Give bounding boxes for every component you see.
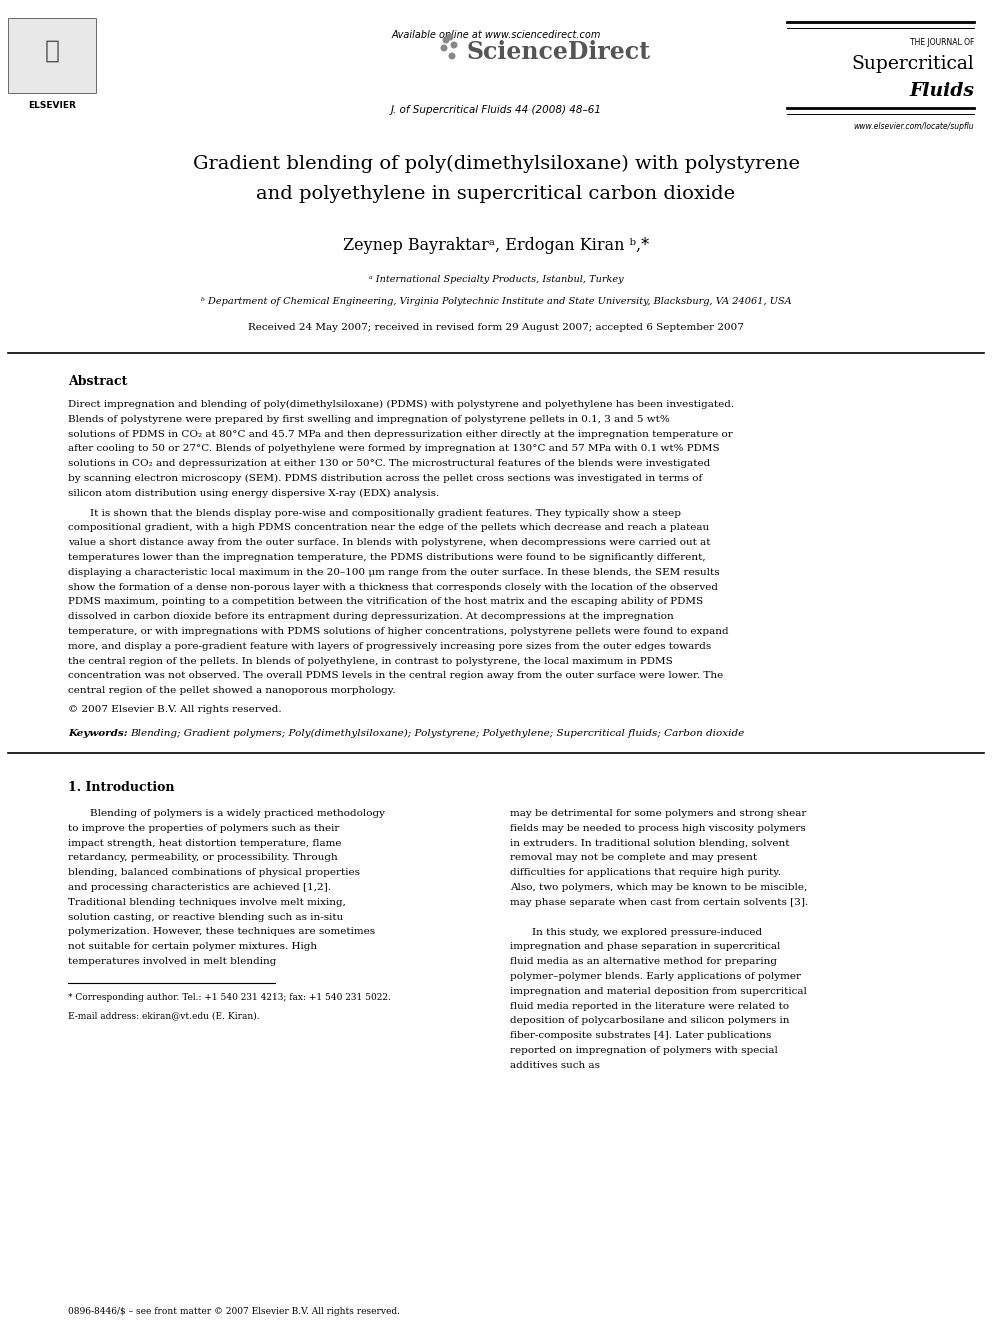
Text: compositional gradient, with a high PDMS concentration near the edge of the pell: compositional gradient, with a high PDMS… xyxy=(68,524,709,532)
Text: not suitable for certain polymer mixtures. High: not suitable for certain polymer mixture… xyxy=(68,942,317,951)
Text: fiber-composite substrates [4]. Later publications: fiber-composite substrates [4]. Later pu… xyxy=(510,1031,772,1040)
Circle shape xyxy=(447,34,452,40)
Text: PDMS maximum, pointing to a competition between the vitrification of the host ma: PDMS maximum, pointing to a competition … xyxy=(68,598,703,606)
Text: It is shown that the blends display pore-wise and compositionally gradient featu: It is shown that the blends display pore… xyxy=(90,508,681,517)
Text: * Corresponding author. Tel.: +1 540 231 4213; fax: +1 540 231 5022.: * Corresponding author. Tel.: +1 540 231… xyxy=(68,994,391,1002)
Text: impregnation and material deposition from supercritical: impregnation and material deposition fro… xyxy=(510,987,806,996)
Text: In this study, we explored pressure-induced: In this study, we explored pressure-indu… xyxy=(532,927,762,937)
Text: in extruders. In traditional solution blending, solvent: in extruders. In traditional solution bl… xyxy=(510,839,790,848)
Text: deposition of polycarbosilane and silicon polymers in: deposition of polycarbosilane and silico… xyxy=(510,1016,790,1025)
Text: temperature, or with impregnations with PDMS solutions of higher concentrations,: temperature, or with impregnations with … xyxy=(68,627,729,636)
Text: solution casting, or reactive blending such as in-situ: solution casting, or reactive blending s… xyxy=(68,913,343,922)
Text: 1. Introduction: 1. Introduction xyxy=(68,781,175,794)
Text: and processing characteristics are achieved [1,2].: and processing characteristics are achie… xyxy=(68,882,331,892)
Text: retardancy, permeability, or processibility. Through: retardancy, permeability, or processibil… xyxy=(68,853,337,863)
Text: ScienceDirect: ScienceDirect xyxy=(466,40,650,64)
Text: value a short distance away from the outer surface. In blends with polystyrene, : value a short distance away from the out… xyxy=(68,538,710,548)
Text: temperatures involved in melt blending: temperatures involved in melt blending xyxy=(68,957,277,966)
Text: Fluids: Fluids xyxy=(909,82,974,101)
Text: difficulties for applications that require high purity.: difficulties for applications that requi… xyxy=(510,868,781,877)
Text: J. of Supercritical Fluids 44 (2008) 48–61: J. of Supercritical Fluids 44 (2008) 48–… xyxy=(391,105,601,115)
Text: concentration was not observed. The overall PDMS levels in the central region aw: concentration was not observed. The over… xyxy=(68,671,723,680)
Text: ELSEVIER: ELSEVIER xyxy=(28,101,76,110)
Text: 0896-8446/$ – see front matter © 2007 Elsevier B.V. All rights reserved.: 0896-8446/$ – see front matter © 2007 El… xyxy=(68,1307,400,1316)
Text: and polyethylene in supercritical carbon dioxide: and polyethylene in supercritical carbon… xyxy=(257,185,735,202)
Text: Abstract: Abstract xyxy=(68,374,127,388)
Text: fields may be needed to process high viscosity polymers: fields may be needed to process high vis… xyxy=(510,824,806,832)
Text: may be detrimental for some polymers and strong shear: may be detrimental for some polymers and… xyxy=(510,808,806,818)
Text: Received 24 May 2007; received in revised form 29 August 2007; accepted 6 Septem: Received 24 May 2007; received in revise… xyxy=(248,323,744,332)
Text: reported on impregnation of polymers with special: reported on impregnation of polymers wit… xyxy=(510,1046,778,1054)
Text: E-mail address: ekiran@vt.edu (E. Kiran).: E-mail address: ekiran@vt.edu (E. Kiran)… xyxy=(68,1011,260,1020)
Text: more, and display a pore-gradient feature with layers of progressively increasin: more, and display a pore-gradient featur… xyxy=(68,642,711,651)
Text: by scanning electron microscopy (SEM). PDMS distribution across the pellet cross: by scanning electron microscopy (SEM). P… xyxy=(68,474,702,483)
Text: polymerization. However, these techniques are sometimes: polymerization. However, these technique… xyxy=(68,927,375,937)
Text: Blending; Gradient polymers; Poly(dimethylsiloxane); Polystyrene; Polyethylene; : Blending; Gradient polymers; Poly(dimeth… xyxy=(130,729,744,738)
Text: Blending of polymers is a widely practiced methodology: Blending of polymers is a widely practic… xyxy=(90,808,385,818)
Text: Zeynep Bayraktarᵃ, Erdogan Kiran ᵇ,*: Zeynep Bayraktarᵃ, Erdogan Kiran ᵇ,* xyxy=(343,237,649,254)
Text: 🌳: 🌳 xyxy=(45,38,60,62)
Text: Gradient blending of poly(dimethylsiloxane) with polystyrene: Gradient blending of poly(dimethylsiloxa… xyxy=(192,155,800,173)
Text: impregnation and phase separation in supercritical: impregnation and phase separation in sup… xyxy=(510,942,781,951)
Text: ᵃ International Specialty Products, Istanbul, Turkey: ᵃ International Specialty Products, Ista… xyxy=(369,275,623,284)
Text: polymer–polymer blends. Early applications of polymer: polymer–polymer blends. Early applicatio… xyxy=(510,972,801,980)
Text: to improve the properties of polymers such as their: to improve the properties of polymers su… xyxy=(68,824,339,832)
Text: blending, balanced combinations of physical properties: blending, balanced combinations of physi… xyxy=(68,868,360,877)
Text: www.elsevier.com/locate/supflu: www.elsevier.com/locate/supflu xyxy=(853,122,974,131)
Circle shape xyxy=(441,45,446,50)
Text: solutions in CO₂ and depressurization at either 130 or 50°C. The microstructural: solutions in CO₂ and depressurization at… xyxy=(68,459,710,468)
Text: show the formation of a dense non-porous layer with a thickness that corresponds: show the formation of a dense non-porous… xyxy=(68,582,718,591)
Text: fluid media reported in the literature were related to: fluid media reported in the literature w… xyxy=(510,1002,789,1011)
Text: central region of the pellet showed a nanoporous morphology.: central region of the pellet showed a na… xyxy=(68,687,396,695)
Text: displaying a characteristic local maximum in the 20–100 μm range from the outer : displaying a characteristic local maximu… xyxy=(68,568,719,577)
Text: dissolved in carbon dioxide before its entrapment during depressurization. At de: dissolved in carbon dioxide before its e… xyxy=(68,613,674,622)
Text: impact strength, heat distortion temperature, flame: impact strength, heat distortion tempera… xyxy=(68,839,341,848)
Circle shape xyxy=(449,53,454,58)
Text: THE JOURNAL OF: THE JOURNAL OF xyxy=(910,38,974,48)
Text: Keywords:: Keywords: xyxy=(68,729,128,738)
Text: fluid media as an alternative method for preparing: fluid media as an alternative method for… xyxy=(510,958,777,966)
Text: Traditional blending techniques involve melt mixing,: Traditional blending techniques involve … xyxy=(68,898,346,906)
Text: temperatures lower than the impregnation temperature, the PDMS distributions wer: temperatures lower than the impregnation… xyxy=(68,553,705,562)
Text: Supercritical: Supercritical xyxy=(851,56,974,73)
Text: may phase separate when cast from certain solvents [3].: may phase separate when cast from certai… xyxy=(510,898,808,906)
Text: Direct impregnation and blending of poly(dimethylsiloxane) (PDMS) with polystyre: Direct impregnation and blending of poly… xyxy=(68,400,734,409)
Text: ᵇ Department of Chemical Engineering, Virginia Polytechnic Institute and State U: ᵇ Department of Chemical Engineering, Vi… xyxy=(200,296,792,306)
Bar xyxy=(8,19,96,93)
Text: after cooling to 50 or 27°C. Blends of polyethylene were formed by impregnation : after cooling to 50 or 27°C. Blends of p… xyxy=(68,445,719,454)
Text: removal may not be complete and may present: removal may not be complete and may pres… xyxy=(510,853,757,863)
Circle shape xyxy=(443,37,448,42)
Text: Also, two polymers, which may be known to be miscible,: Also, two polymers, which may be known t… xyxy=(510,882,807,892)
Text: the central region of the pellets. In blends of polyethylene, in contrast to pol: the central region of the pellets. In bl… xyxy=(68,656,673,665)
Text: silicon atom distribution using energy dispersive X-ray (EDX) analysis.: silicon atom distribution using energy d… xyxy=(68,488,439,497)
Text: Blends of polystyrene were prepared by first swelling and impregnation of polyst: Blends of polystyrene were prepared by f… xyxy=(68,415,670,423)
Text: solutions of PDMS in CO₂ at 80°C and 45.7 MPa and then depressurization either d: solutions of PDMS in CO₂ at 80°C and 45.… xyxy=(68,430,733,439)
Text: © 2007 Elsevier B.V. All rights reserved.: © 2007 Elsevier B.V. All rights reserved… xyxy=(68,705,282,714)
Text: Available online at www.sciencedirect.com: Available online at www.sciencedirect.co… xyxy=(391,30,601,40)
Circle shape xyxy=(451,42,456,48)
Text: additives such as: additives such as xyxy=(510,1061,600,1070)
